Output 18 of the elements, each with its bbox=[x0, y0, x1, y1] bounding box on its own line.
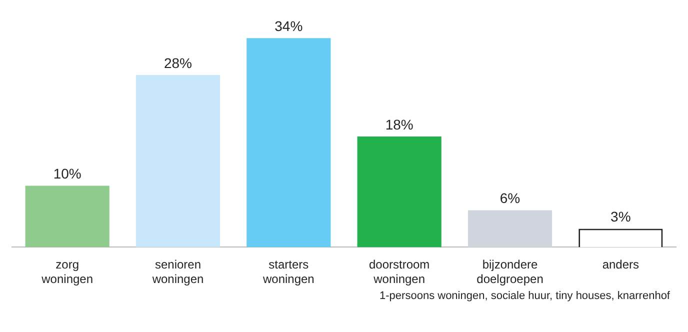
data-label: 34% bbox=[274, 18, 303, 34]
x-tick-label: starters woningen bbox=[262, 258, 314, 286]
data-label: 10% bbox=[53, 166, 82, 182]
bar bbox=[136, 75, 220, 248]
x-tick-label: bijzondere doelgroepen bbox=[476, 258, 544, 286]
bar bbox=[468, 210, 552, 248]
data-label: 6% bbox=[500, 190, 520, 206]
data-label: 3% bbox=[610, 208, 631, 225]
data-label: 18% bbox=[385, 116, 414, 132]
x-tick-label: zorg woningen bbox=[40, 258, 94, 286]
x-tick-label: anders bbox=[602, 258, 640, 272]
x-tick-label: doorstroom woningen bbox=[368, 258, 430, 286]
bar bbox=[25, 186, 110, 248]
text: 1-persoons woningen, sociale huur, tiny houses, knarrenhof bbox=[378, 290, 671, 302]
bar bbox=[246, 38, 331, 248]
x-tick-label: senioren woningen bbox=[151, 258, 204, 286]
bar bbox=[357, 136, 442, 248]
data-label: 28% bbox=[164, 54, 192, 71]
